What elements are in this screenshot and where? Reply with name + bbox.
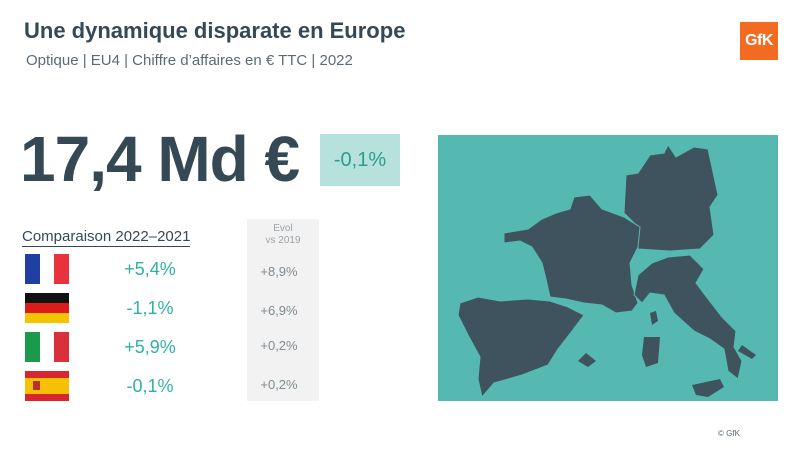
- country-row-italy: +5,9% +0,2%: [0, 332, 330, 368]
- sicily-shape: [692, 379, 724, 397]
- country-row-germany: -1,1% +6,9%: [0, 293, 330, 329]
- evol-value: +0,2%: [260, 338, 298, 353]
- change-value: -1,1%: [126, 298, 174, 318]
- germany-flag-icon: [25, 293, 69, 323]
- country-row-spain: -0,1% +0,2%: [0, 371, 330, 407]
- spain-shape: [457, 296, 585, 399]
- page-subtitle: Optique | EU4 | Chiffre d’affaires en € …: [26, 52, 353, 69]
- copyright: © GfK: [718, 429, 740, 438]
- spain-flag-icon: [25, 371, 69, 401]
- evol-header: Evol vs 2019: [247, 223, 319, 247]
- italy-heel-shape: [738, 345, 756, 359]
- change-value: -0,1%: [126, 376, 174, 396]
- france-shape: [503, 194, 641, 314]
- country-row-france: +5,4% +8,9%: [0, 254, 330, 290]
- total-change-badge: -0,1%: [320, 134, 400, 186]
- page-title: Une dynamique disparate en Europe: [24, 18, 406, 43]
- sardinia-shape: [642, 337, 660, 367]
- change-value: +5,9%: [124, 337, 176, 357]
- evol-value: +8,9%: [260, 264, 298, 279]
- logo-text: GfK: [745, 32, 773, 49]
- evol-column: [247, 219, 319, 401]
- balearic-shape: [578, 353, 596, 367]
- europe-map: [438, 135, 778, 401]
- total-value: 17,4 Md €: [20, 123, 300, 195]
- evol-header-line1: Evol: [273, 223, 293, 234]
- evol-value: +0,2%: [260, 377, 298, 392]
- evol-value: +6,9%: [260, 303, 298, 318]
- france-flag-icon: [25, 254, 69, 284]
- italy-shape: [633, 254, 743, 380]
- corsica-shape: [650, 311, 658, 325]
- evol-header-line2: vs 2019: [265, 235, 301, 246]
- comparison-label: Comparaison 2022–2021: [22, 228, 191, 247]
- italy-flag-icon: [25, 332, 69, 362]
- change-value: +5,4%: [124, 259, 176, 279]
- gfk-logo: GfK: [740, 22, 778, 60]
